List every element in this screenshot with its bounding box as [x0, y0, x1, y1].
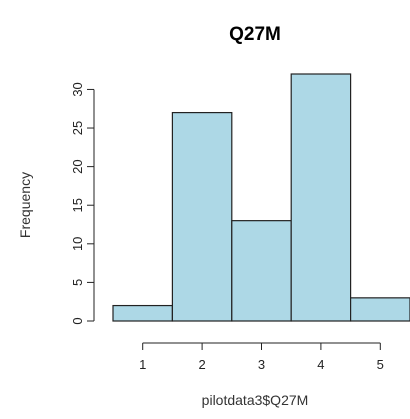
x-tick-label-3: 3: [258, 357, 265, 372]
bars-group: [112, 73, 410, 322]
y-tick-label-0: 0: [70, 317, 85, 324]
x-tick-label-5: 5: [377, 357, 384, 372]
y-tick-label-20: 20: [70, 159, 85, 173]
y-tick-label-15: 15: [70, 198, 85, 212]
x-tick-label-1: 1: [139, 357, 146, 372]
y-tick-label-5: 5: [70, 279, 85, 286]
y-tick-label-30: 30: [70, 82, 85, 96]
histogram-bar-1: [112, 304, 174, 322]
y-tick-label-10: 10: [70, 237, 85, 251]
x-axis: 1 2 3 4 5: [139, 342, 384, 372]
histogram-bar-4: [290, 73, 352, 322]
histogram-bar-5: [350, 297, 410, 322]
y-tick-label-25: 25: [70, 121, 85, 135]
x-tick-label-2: 2: [198, 357, 205, 372]
histogram-bar-3: [231, 220, 292, 322]
histogram-bar-2: [171, 111, 233, 322]
y-axis-label: Frequency: [17, 172, 33, 238]
x-tick-label-4: 4: [317, 357, 324, 372]
chart-title: Q27M: [229, 24, 281, 45]
y-axis: 0 5 10 15 20 25 30: [70, 82, 95, 325]
x-axis-label: pilotdata3$Q27M: [202, 392, 309, 408]
